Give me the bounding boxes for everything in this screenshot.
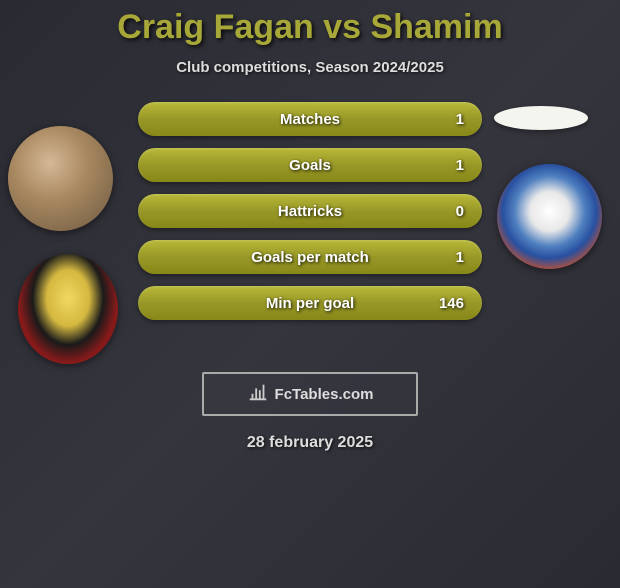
club-crest-right [497, 164, 602, 269]
stat-label: Goals per match [251, 249, 369, 266]
subtitle: Club competitions, Season 2024/2025 [0, 59, 620, 76]
stat-row: Goals 1 [138, 148, 482, 182]
comparison-area: Matches 1 Goals 1 Hattricks 0 Goals per … [0, 106, 620, 366]
stat-row: Matches 1 [138, 102, 482, 136]
stat-label: Matches [280, 111, 340, 128]
page-title: Craig Fagan vs Shamim [0, 8, 620, 47]
player-left-avatar [8, 126, 113, 231]
date-text: 28 february 2025 [0, 434, 620, 452]
brand-badge[interactable]: FcTables.com [202, 372, 418, 416]
stat-row: Hattricks 0 [138, 194, 482, 228]
stats-rows: Matches 1 Goals 1 Hattricks 0 Goals per … [138, 102, 482, 332]
stat-value: 1 [456, 111, 464, 128]
brand-text: FcTables.com [275, 386, 374, 403]
stat-value: 0 [456, 203, 464, 220]
player-right-avatar [494, 106, 588, 130]
stat-label: Min per goal [266, 295, 354, 312]
stat-value: 146 [439, 295, 464, 312]
stat-row: Min per goal 146 [138, 286, 482, 320]
stat-label: Goals [289, 157, 331, 174]
club-crest-left [18, 254, 118, 364]
stat-row: Goals per match 1 [138, 240, 482, 274]
stat-value: 1 [456, 249, 464, 266]
stat-label: Hattricks [278, 203, 342, 220]
bar-chart-icon [247, 381, 269, 407]
stat-value: 1 [456, 157, 464, 174]
